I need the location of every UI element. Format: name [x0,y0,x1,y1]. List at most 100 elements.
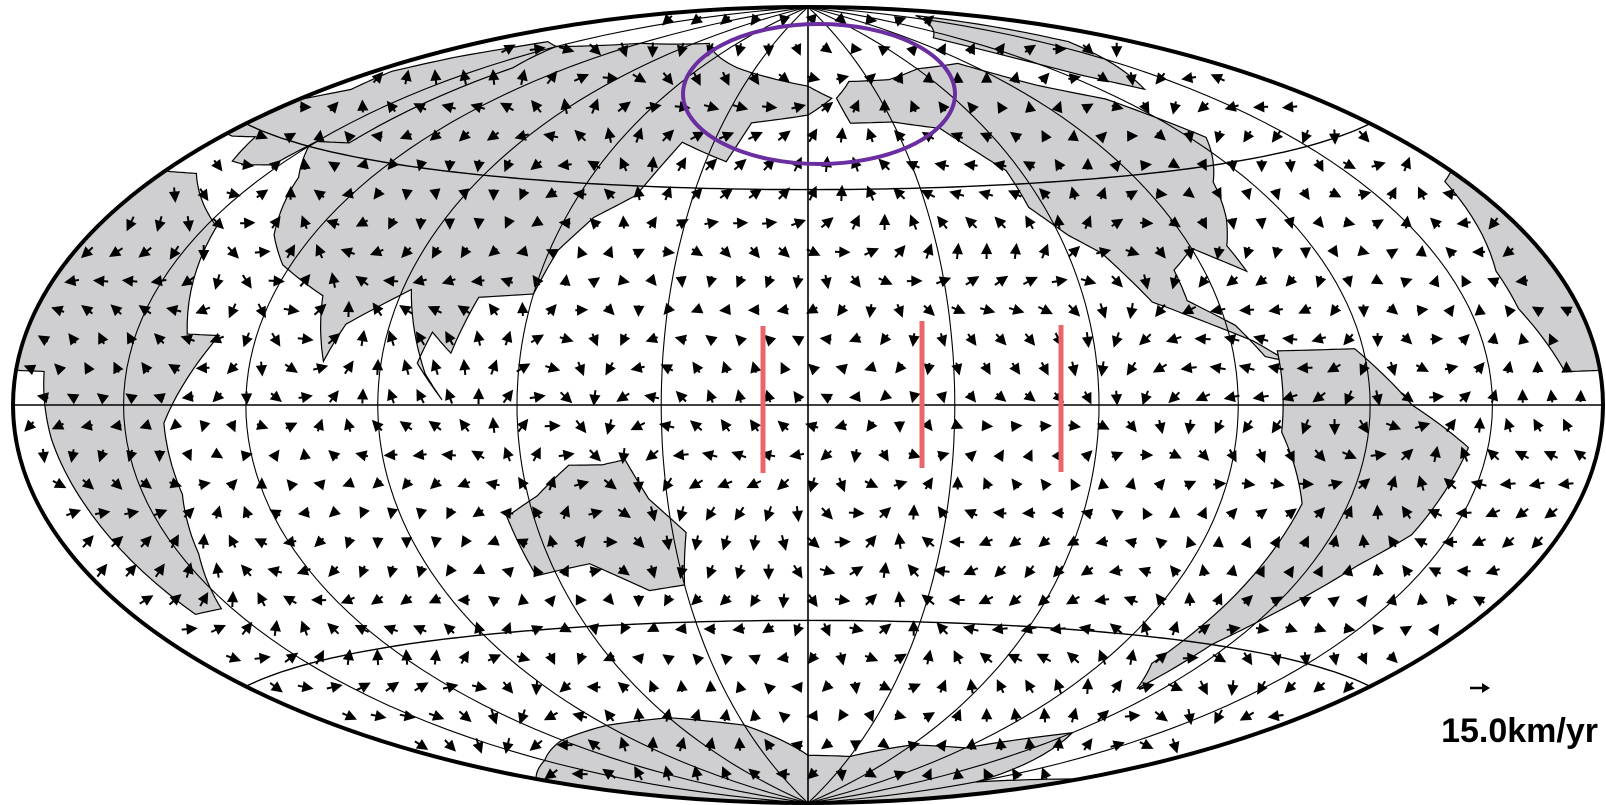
velocity-arrow [316,481,325,489]
velocity-arrow [490,597,499,605]
velocity-arrow [1245,247,1253,257]
velocity-arrow [1359,131,1368,141]
velocity-arrow [835,248,848,256]
velocity-arrow [722,421,730,431]
velocity-arrow [707,336,716,344]
velocity-arrow [983,710,991,722]
velocity-arrow [1186,594,1194,606]
velocity-arrow [1171,509,1179,517]
velocity-arrow [1068,422,1079,430]
velocity-arrow [706,625,716,633]
velocity-arrow [1010,596,1021,605]
velocity-arrow [1329,247,1337,256]
velocity-arrow [403,361,411,374]
velocity-arrow [1140,568,1151,576]
velocity-arrow [1258,160,1266,170]
velocity-arrow [736,391,744,402]
velocity-arrow [214,274,222,287]
velocity-arrow [1258,681,1266,693]
velocity-arrow [461,361,469,375]
velocity-arrow [1212,364,1226,372]
velocity-arrow [1257,449,1264,461]
velocity-arrow [938,452,948,460]
velocity-arrow [1489,450,1499,459]
velocity-arrow [1329,598,1338,606]
velocity-arrow [1026,217,1034,228]
velocity-arrow [591,219,600,228]
velocity-arrow [907,277,921,285]
velocity-arrow [866,537,875,548]
velocity-arrow [995,451,1003,460]
velocity-arrow [850,625,862,633]
velocity-arrow [821,219,832,228]
velocity-arrow [591,390,599,404]
velocity-arrow [53,480,65,487]
velocity-arrow [1345,682,1353,691]
velocity-arrow [908,684,919,691]
velocity-arrow [923,596,934,605]
velocity-arrow [1069,362,1077,375]
velocity-arrow [1112,276,1122,286]
velocity-arrow [1372,162,1384,170]
velocity-arrow [820,567,833,575]
velocity-arrow [951,538,964,546]
velocity-arrow [839,711,847,720]
velocity-arrow [693,536,701,549]
velocity-arrow [620,218,628,229]
velocity-arrow [779,74,788,82]
velocity-arrow [432,479,441,487]
velocity-arrow [561,683,570,691]
velocity-arrow [896,593,904,607]
velocity-arrow [1489,391,1497,402]
velocity-arrow [66,510,79,518]
velocity-arrow [1257,277,1266,285]
velocity-arrow [1040,538,1049,546]
velocity-arrow [1255,103,1268,111]
velocity-arrow [1475,364,1483,373]
velocity-arrow [780,594,788,607]
velocity-arrow [488,481,500,489]
velocity-arrow [675,451,689,459]
velocity-arrow [418,566,426,575]
velocity-arrow [1487,509,1500,516]
velocity-arrow [1447,421,1455,432]
velocity-arrow [415,626,426,633]
velocity-arrow [1431,277,1439,286]
velocity-arrow [256,539,267,546]
page: 15.0km/yr (() => { const data = JSON.par… [0,0,1606,805]
velocity-arrow [316,652,323,664]
velocity-arrow [1344,276,1352,285]
velocity-arrow [489,537,498,544]
velocity-arrow [1199,451,1207,460]
velocity-arrow [415,684,427,692]
velocity-arrow [708,276,716,286]
velocity-arrow [432,652,440,665]
velocity-arrow [605,248,613,257]
velocity-arrow [736,43,744,54]
velocity-arrow [1300,306,1311,313]
velocity-arrow [734,160,745,169]
velocity-arrow [504,738,512,752]
velocity-arrow [1360,305,1368,316]
velocity-arrow [633,364,645,372]
velocity-arrow [795,393,803,402]
velocity-arrow [823,740,832,748]
velocity-arrow [1272,652,1280,664]
velocity-arrow [1373,220,1382,228]
velocity-arrow [1576,451,1586,459]
velocity-arrow [838,305,846,314]
velocity-arrow [807,537,818,546]
landmass [1137,349,1469,689]
velocity-arrow [882,391,891,399]
velocity-arrow [1113,391,1121,404]
velocity-arrow [39,394,48,402]
velocity-arrow [504,682,512,692]
velocity-arrow [1243,538,1250,547]
velocity-arrow [1200,681,1207,693]
velocity-arrow [1459,567,1471,575]
velocity-arrow [823,682,832,691]
velocity-arrow [708,391,715,402]
velocity-arrow [1069,653,1079,662]
velocity-arrow [822,44,831,52]
velocity-arrow [1081,277,1094,285]
